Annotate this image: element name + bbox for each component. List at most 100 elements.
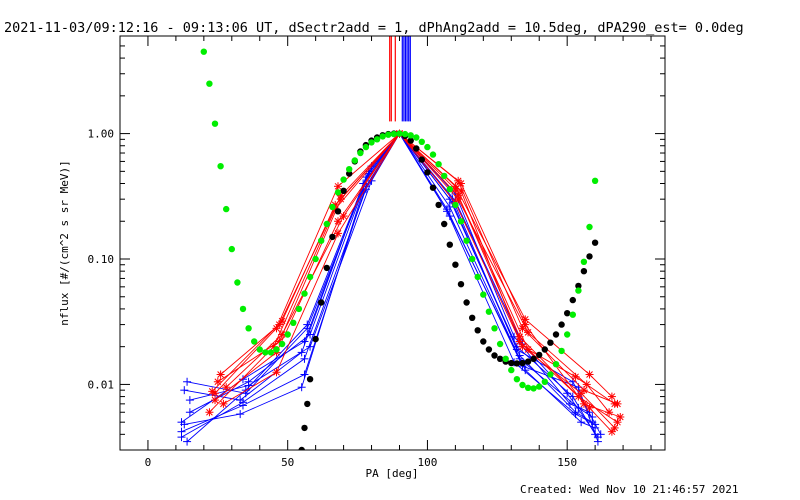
green-fit-dot: [329, 203, 336, 211]
red-trace-symbol-d2: [208, 388, 216, 395]
blue-trace-point: [185, 408, 194, 417]
plot-frame: [119, 35, 666, 451]
red-trace-symbol-d2: [278, 317, 286, 325]
black-fit-dot: [346, 170, 353, 177]
black-fit-dot: [552, 331, 560, 338]
black-fit-dot: [318, 299, 325, 306]
green-fit-dot: [452, 201, 459, 209]
blue-trace-line: [184, 132, 599, 442]
red-trace-symbol-d2: [521, 316, 529, 323]
green-fit-dot: [357, 149, 364, 157]
black-fit-dot: [312, 335, 319, 343]
black-fit-dot: [508, 359, 515, 367]
green-fit-dot: [424, 143, 431, 151]
black-fit-dot: [541, 346, 548, 353]
blue-trace-point: [306, 330, 315, 339]
red-trace-symbol-d2: [214, 378, 222, 386]
red-trace-symbol-d2: [220, 400, 227, 408]
x-tick-label: 50: [281, 456, 294, 469]
x-tick-label: 0: [145, 456, 152, 469]
black-fit-dot: [591, 239, 599, 246]
green-fit-dot: [200, 48, 207, 55]
green-fit-dot: [278, 340, 286, 348]
red-trace-point: [222, 383, 231, 392]
black-fit-dot: [536, 351, 543, 359]
red-trace-point: [521, 320, 530, 329]
red-trace-point: [524, 345, 533, 354]
black-fit-dot: [480, 338, 487, 345]
green-fit-dot: [306, 273, 314, 281]
red-trace-symbol-d2: [275, 321, 283, 328]
blue-trace-point: [238, 375, 247, 384]
blue-trace-point: [361, 185, 370, 194]
black-fit-dot: [452, 261, 459, 268]
green-fit-dot: [346, 166, 353, 173]
blue-trace-point: [574, 403, 583, 412]
red-trace-symbol-d2: [452, 185, 459, 193]
green-fit-dot: [245, 325, 252, 332]
black-fit-dot: [513, 360, 521, 367]
black-fit-dot: [530, 355, 537, 362]
x-tick-label: 150: [557, 456, 577, 469]
green-fit-dot: [519, 381, 526, 389]
red-trace-point: [205, 408, 214, 417]
red-trace-point: [610, 423, 619, 432]
green-fit-dot: [334, 189, 342, 196]
black-fit-dot: [323, 264, 330, 272]
green-fit-dot: [379, 133, 386, 140]
blue-trace-point: [183, 377, 192, 386]
black-fit-dot: [446, 241, 453, 248]
green-fit-dot: [469, 255, 476, 263]
red-trace-symbol-d2: [521, 321, 529, 328]
black-fit-dot: [569, 296, 576, 304]
black-fit-dot: [418, 156, 425, 163]
red-trace-symbol-d2: [614, 418, 621, 426]
green-fit-dot: [435, 161, 442, 168]
green-fit-dot: [491, 325, 498, 332]
green-fit-dot: [552, 361, 560, 368]
red-trace-symbol-d2: [580, 400, 588, 408]
black-fit-dot: [413, 145, 420, 152]
black-fit-dot: [519, 359, 526, 367]
green-fit-dot: [206, 80, 213, 87]
green-fit-dot: [318, 237, 325, 244]
red-trace-symbol-d2: [206, 408, 213, 416]
red-trace-point: [278, 317, 287, 326]
red-trace-symbol-d2: [334, 182, 342, 190]
green-fit-dot: [575, 287, 582, 294]
axes: 0 50 100 150 0.01 0.10 1.00: [88, 35, 665, 469]
red-trace-point: [216, 370, 225, 379]
green-fit-dot: [223, 205, 230, 213]
green-fit-dot: [524, 384, 532, 391]
black-fit-dot: [474, 327, 481, 334]
red-trace-symbol-d2: [586, 371, 593, 378]
x-axis-label: PA [deg]: [366, 467, 419, 480]
green-fit-dot: [541, 378, 548, 385]
green-fit-dot: [457, 218, 465, 225]
red-trace-point: [456, 179, 465, 188]
blue-trace-point: [236, 410, 245, 419]
red-trace-point: [571, 372, 580, 381]
blue-trace-point: [238, 398, 247, 407]
black-fit-dot: [547, 339, 554, 346]
blue-trace-point: [588, 412, 597, 421]
green-fit-dot: [558, 347, 565, 355]
black-fit-dot: [558, 321, 565, 328]
green-fit-dot: [513, 376, 521, 383]
green-fit-dot: [502, 355, 509, 362]
green-fit-dot: [251, 338, 258, 345]
red-trace-point: [610, 399, 619, 408]
black-fit-dot: [469, 314, 476, 321]
green-fit-dot: [401, 130, 409, 138]
blue-trace-point: [577, 418, 586, 427]
blue-trace-point: [571, 410, 580, 419]
green-fit-dot: [508, 366, 515, 374]
blue-trace-point: [443, 207, 451, 216]
blue-trace-line: [186, 132, 593, 442]
black-fit-dot: [429, 184, 437, 191]
green-fit-dot: [407, 132, 414, 139]
red-trace-symbol-d2: [275, 338, 283, 345]
green-fit-dot: [368, 139, 375, 146]
blue-trace-point: [515, 354, 524, 363]
